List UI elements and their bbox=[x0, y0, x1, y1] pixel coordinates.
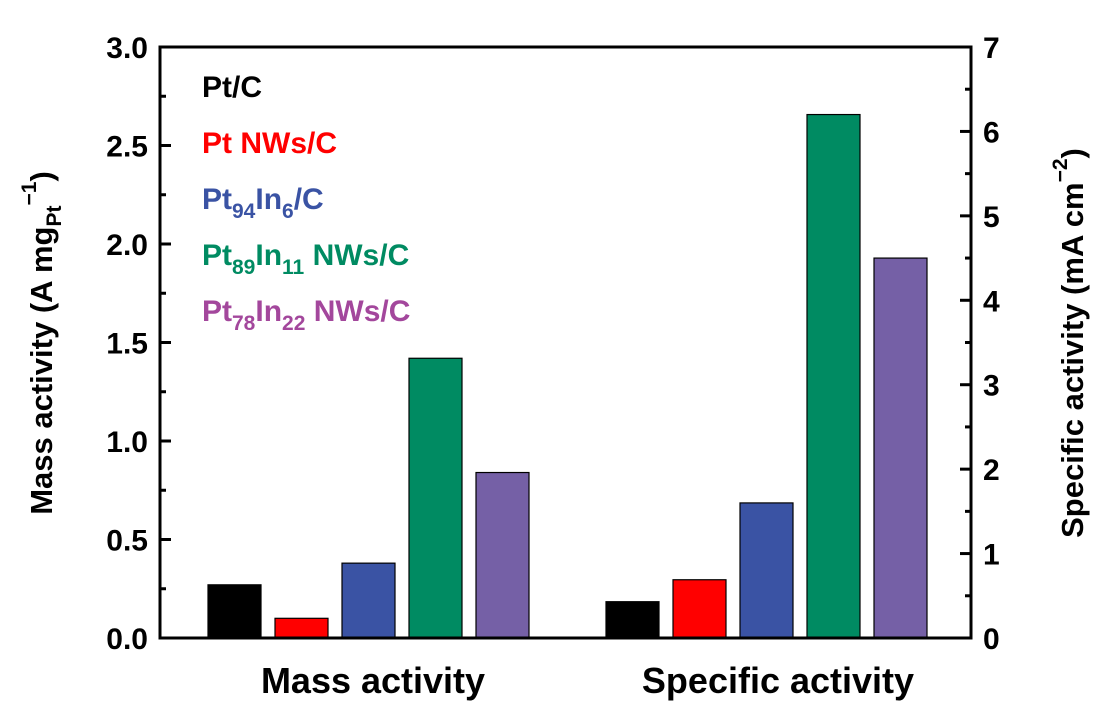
bars-group bbox=[207, 113, 928, 639]
right-tick-label: 2 bbox=[983, 454, 1000, 487]
right-tick-label: 6 bbox=[983, 116, 1000, 149]
category-label: Specific activity bbox=[642, 660, 914, 701]
legend-entry: Pt94In6/C bbox=[202, 183, 324, 223]
legend-entry: Pt78In22 NWs/C bbox=[202, 295, 410, 335]
right-axis-ticks: 0 1 2 3 4 5 6 7 bbox=[960, 32, 1000, 656]
category-labels: Mass activity Specific activity bbox=[261, 660, 914, 701]
bar-mass-activity-0 bbox=[207, 584, 262, 639]
left-tick-label: 0.5 bbox=[106, 525, 148, 558]
left-tick-label: 1.5 bbox=[106, 328, 148, 361]
bar-specific-activity-0 bbox=[605, 601, 660, 639]
right-tick-label: 0 bbox=[983, 623, 1000, 656]
legend: Pt/C Pt NWs/C Pt94In6/C Pt89In11 NWs/C Pt78I… bbox=[202, 71, 410, 335]
right-axis-title: Specific activity (mA cm−2) bbox=[1049, 148, 1090, 538]
legend-entry: Pt NWs/C bbox=[202, 127, 337, 160]
right-tick-label: 4 bbox=[983, 285, 1000, 318]
right-tick-label: 7 bbox=[983, 32, 1000, 65]
legend-entry: Pt/C bbox=[202, 71, 262, 104]
right-tick-label: 3 bbox=[983, 370, 1000, 403]
left-tick-label: 0.0 bbox=[106, 623, 148, 656]
left-tick-label: 2.5 bbox=[106, 131, 148, 164]
bar-specific-activity-2 bbox=[739, 502, 794, 639]
bar-mass-activity-1 bbox=[274, 617, 329, 639]
left-tick-label: 1.0 bbox=[106, 426, 148, 459]
bar-specific-activity-3 bbox=[806, 113, 861, 639]
bar-mass-activity-2 bbox=[341, 562, 396, 639]
bar-mass-activity-4 bbox=[475, 471, 530, 639]
left-tick-label: 3.0 bbox=[106, 32, 148, 65]
right-tick-label: 1 bbox=[983, 539, 1000, 572]
left-axis-ticks: 0.0 0.5 1.0 1.5 2.0 2.5 3.0 bbox=[106, 32, 171, 656]
bar-specific-activity-1 bbox=[672, 579, 727, 639]
legend-entry: Pt89In11 NWs/C bbox=[202, 239, 409, 279]
bar-mass-activity-3 bbox=[408, 357, 463, 639]
category-label: Mass activity bbox=[261, 660, 485, 701]
left-tick-label: 2.0 bbox=[106, 229, 148, 262]
left-axis-title: Mass activity (A mgPt−1) bbox=[18, 171, 66, 515]
right-tick-label: 5 bbox=[983, 201, 1000, 234]
bar-specific-activity-4 bbox=[873, 257, 928, 639]
